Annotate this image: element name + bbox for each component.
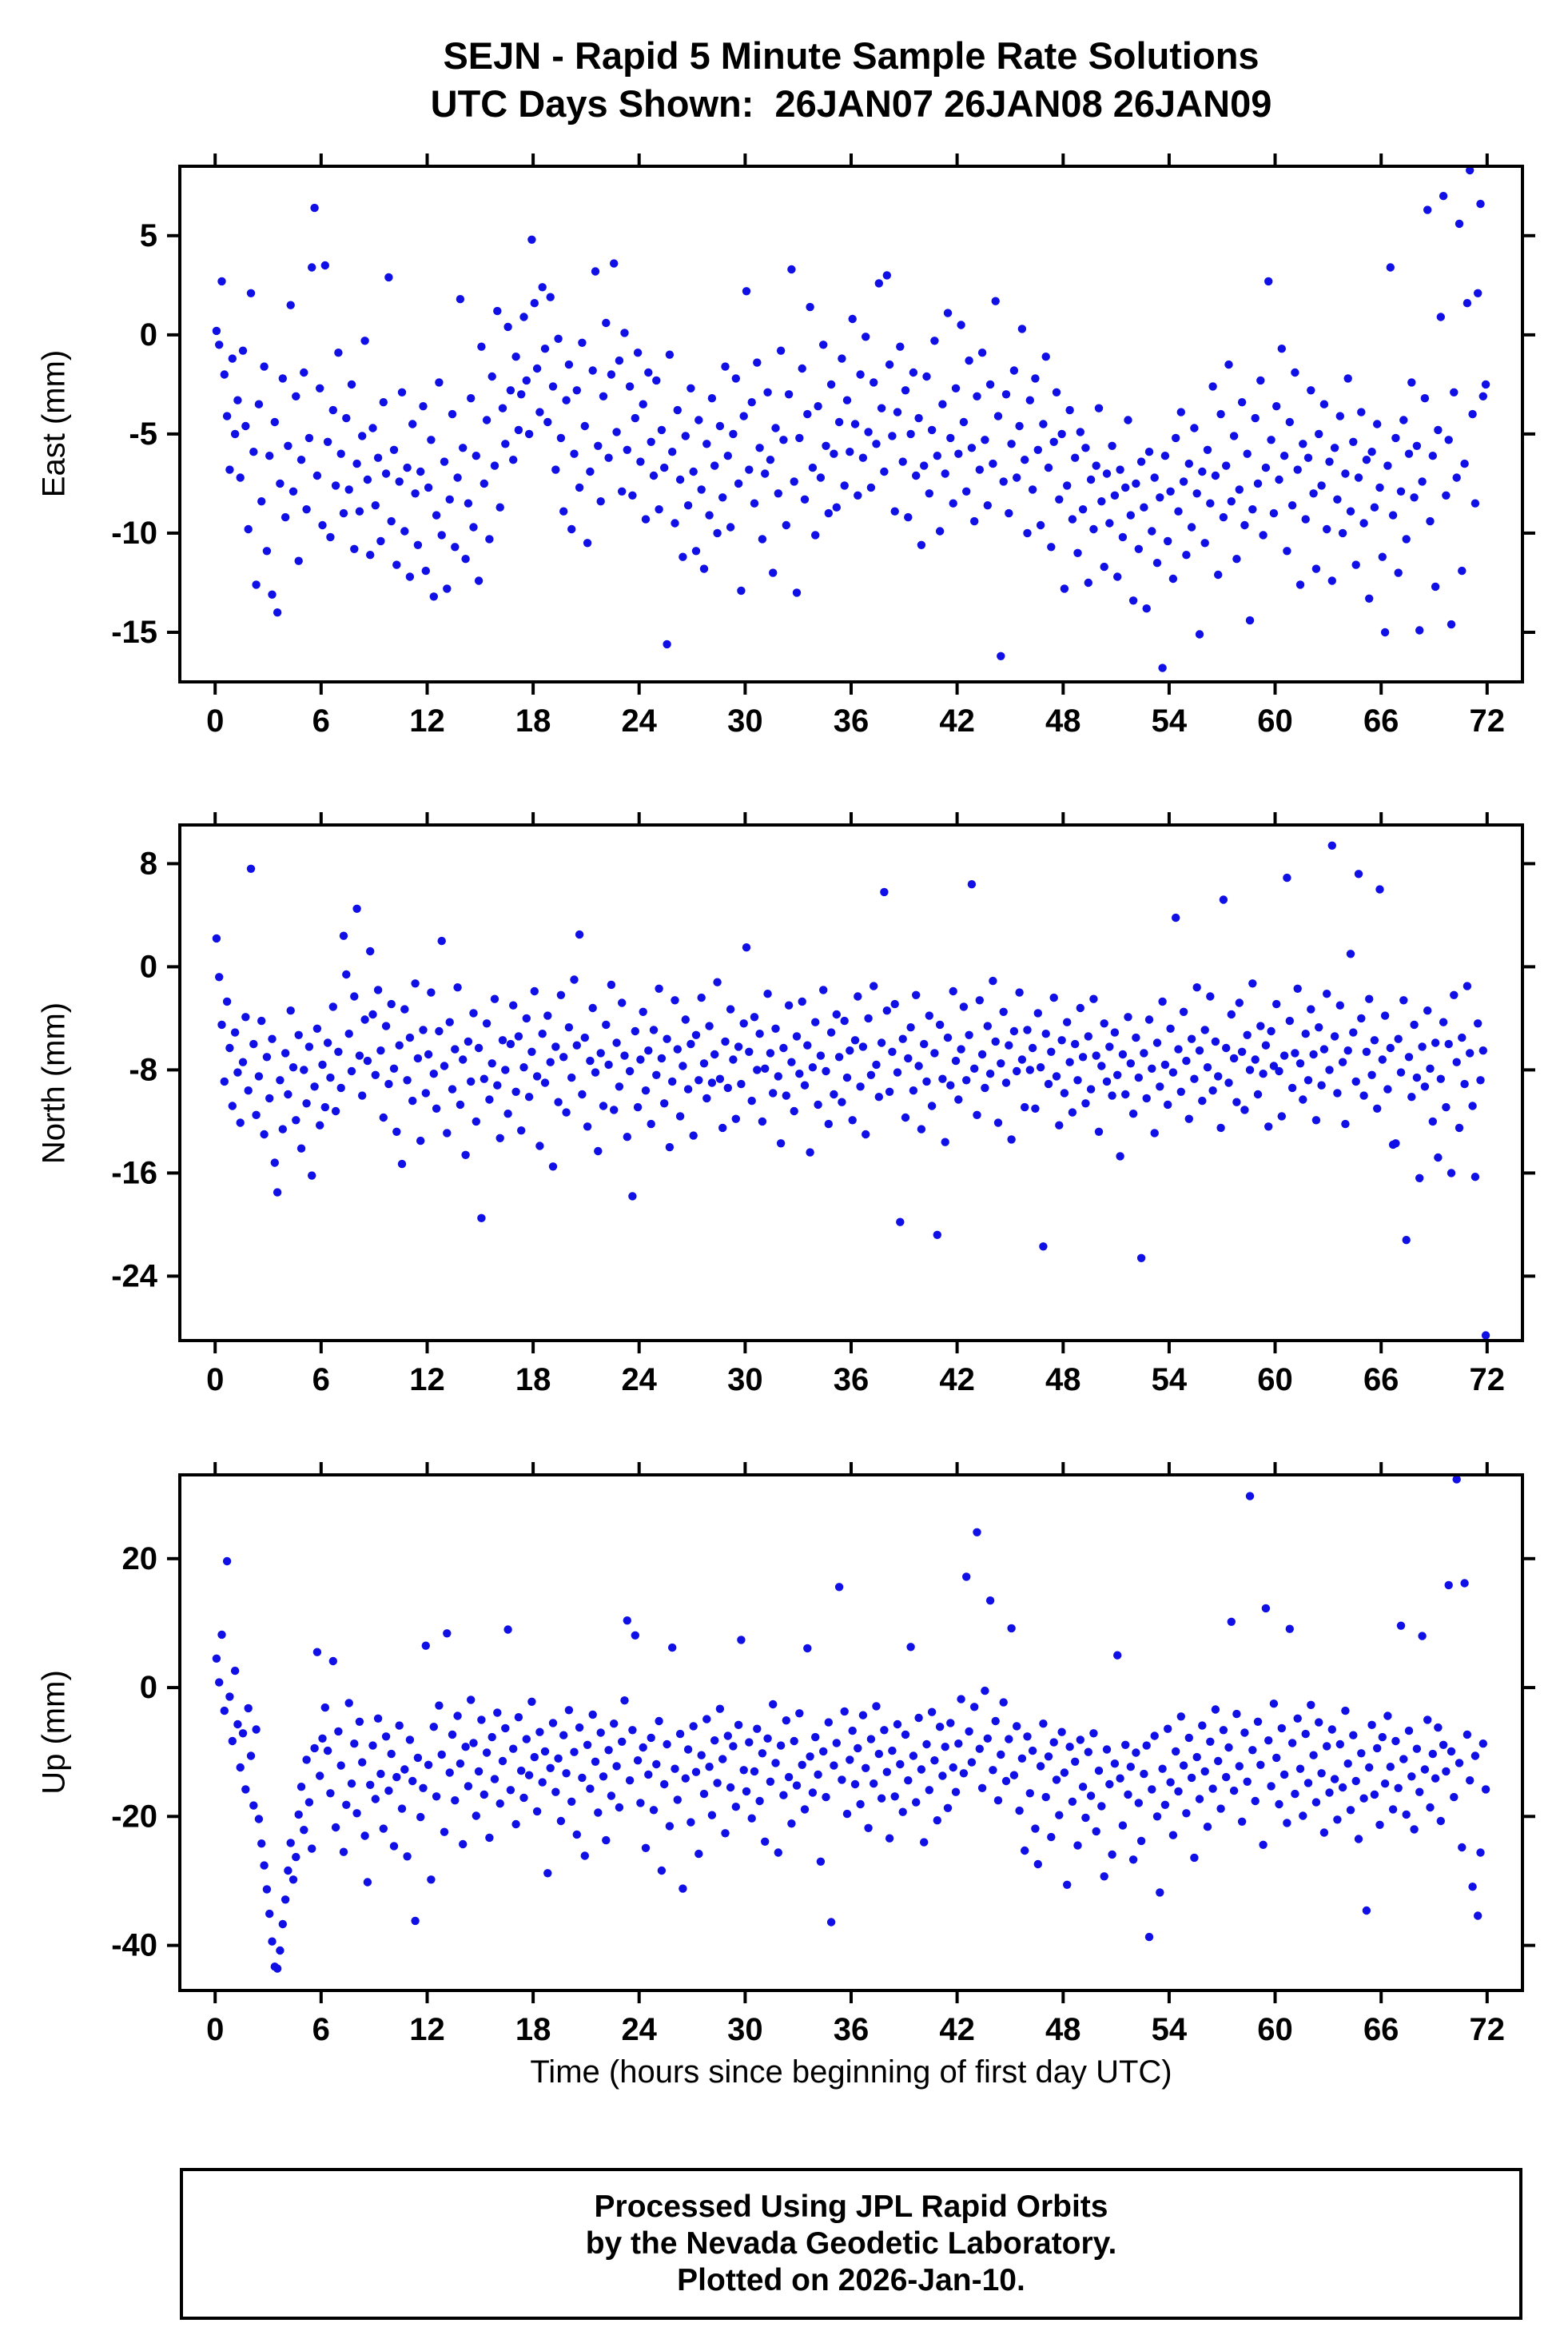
svg-text:24: 24 <box>621 1362 657 1397</box>
svg-text:36: 36 <box>834 703 870 739</box>
svg-text:54: 54 <box>1152 1362 1188 1397</box>
svg-text:-40: -40 <box>111 1928 157 1963</box>
svg-text:0: 0 <box>140 949 157 984</box>
up-axes: 0 6 12 18 24 30 36 42 48 54 60 66 72 20 0 -20 -40 <box>111 1462 1535 2047</box>
svg-text:66: 66 <box>1363 703 1399 739</box>
svg-text:0: 0 <box>206 703 224 739</box>
svg-text:54: 54 <box>1152 703 1188 739</box>
svg-text:12: 12 <box>409 703 445 739</box>
svg-text:36: 36 <box>834 2012 870 2047</box>
svg-text:-5: -5 <box>129 416 157 452</box>
svg-text:18: 18 <box>515 2012 551 2047</box>
svg-text:30: 30 <box>727 703 763 739</box>
svg-text:48: 48 <box>1045 703 1081 739</box>
svg-text:-10: -10 <box>111 516 157 551</box>
north-axes: 0 6 12 18 24 30 36 42 48 54 60 66 72 8 0 -8 -16 -24 <box>111 812 1535 1397</box>
svg-text:42: 42 <box>939 703 975 739</box>
svg-text:-8: -8 <box>129 1052 157 1087</box>
svg-text:6: 6 <box>312 1362 330 1397</box>
east-y-axis-label: East (mm) <box>36 349 72 498</box>
svg-text:60: 60 <box>1257 2012 1293 2047</box>
svg-text:24: 24 <box>621 2012 657 2047</box>
chart-subtitle: UTC Days Shown: 26JAN07 26JAN08 26JAN09 <box>430 82 1272 125</box>
svg-text:66: 66 <box>1363 1362 1399 1397</box>
svg-text:30: 30 <box>727 1362 763 1397</box>
svg-text:60: 60 <box>1257 1362 1293 1397</box>
up-points <box>212 1475 1490 1973</box>
svg-text:66: 66 <box>1363 2012 1399 2047</box>
svg-text:42: 42 <box>939 1362 975 1397</box>
svg-text:6: 6 <box>312 703 330 739</box>
svg-text:0: 0 <box>206 1362 224 1397</box>
svg-text:12: 12 <box>409 2012 445 2047</box>
footer-line-1: Processed Using JPL Rapid Orbits <box>594 2190 1108 2224</box>
svg-text:-20: -20 <box>111 1799 157 1834</box>
footer-line-3: Plotted on 2026-Jan-10. <box>677 2263 1025 2297</box>
svg-text:48: 48 <box>1045 2012 1081 2047</box>
svg-text:54: 54 <box>1152 2012 1188 2047</box>
svg-text:18: 18 <box>515 703 551 739</box>
svg-text:5: 5 <box>140 218 157 253</box>
svg-text:20: 20 <box>122 1541 158 1576</box>
east-plot: 0 6 12 18 24 30 36 42 48 54 60 66 72 5 0 -5 -10 -15 <box>111 153 1535 739</box>
east-points <box>212 166 1490 672</box>
svg-text:24: 24 <box>621 703 657 739</box>
svg-text:-16: -16 <box>111 1155 157 1190</box>
svg-text:72: 72 <box>1470 703 1506 739</box>
svg-text:72: 72 <box>1470 1362 1506 1397</box>
up-plot: 0 6 12 18 24 30 36 42 48 54 60 66 72 20 0 -20 -40 <box>111 1462 1535 2047</box>
footer-line-2: by the Nevada Geodetic Laboratory. <box>585 2226 1117 2261</box>
svg-text:18: 18 <box>515 1362 551 1397</box>
svg-text:0: 0 <box>140 1670 157 1705</box>
svg-text:-15: -15 <box>111 615 157 650</box>
svg-text:36: 36 <box>834 1362 870 1397</box>
footer-box: Processed Using JPL Rapid Orbits by the … <box>180 2168 1522 2320</box>
svg-text:42: 42 <box>939 2012 975 2047</box>
north-points <box>212 841 1490 1340</box>
x-axis-title: Time (hours since beginning of first day… <box>530 2054 1172 2090</box>
svg-text:6: 6 <box>312 2012 330 2047</box>
north-y-axis-label: North (mm) <box>36 1002 72 1165</box>
svg-text:30: 30 <box>727 2012 763 2047</box>
north-plot: 0 6 12 18 24 30 36 42 48 54 60 66 72 8 0 -8 -16 -24 <box>111 812 1535 1397</box>
svg-text:0: 0 <box>140 317 157 353</box>
svg-text:60: 60 <box>1257 703 1293 739</box>
chart-title: SEJN - Rapid 5 Minute Sample Rate Soluti… <box>443 34 1260 77</box>
up-y-axis-label: Up (mm) <box>36 1670 72 1795</box>
chart-header: SEJN - Rapid 5 Minute Sample Rate Soluti… <box>180 32 1522 128</box>
svg-text:8: 8 <box>140 846 157 881</box>
svg-text:0: 0 <box>206 2012 224 2047</box>
svg-text:-24: -24 <box>111 1258 158 1293</box>
east-axes: 0 6 12 18 24 30 36 42 48 54 60 66 72 5 0 -5 -10 -15 <box>111 153 1535 739</box>
svg-text:72: 72 <box>1470 2012 1506 2047</box>
svg-text:48: 48 <box>1045 1362 1081 1397</box>
svg-text:12: 12 <box>409 1362 445 1397</box>
